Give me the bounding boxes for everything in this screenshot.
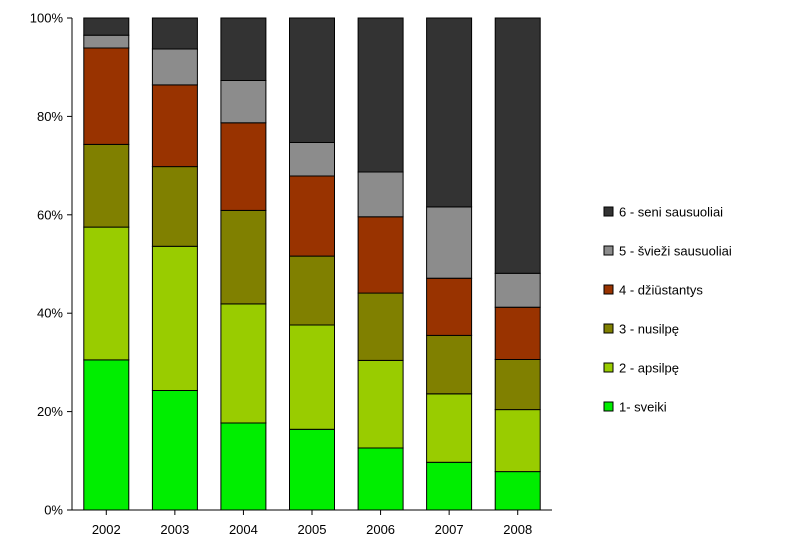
x-tick-label-2002: 2002: [92, 522, 121, 537]
y-tick-label-3: 60%: [37, 207, 63, 222]
bar-segment-2006-s2: [357, 359, 404, 449]
x-tick-label-2007: 2007: [435, 522, 464, 537]
bar-segment-2008-s1: [494, 471, 541, 511]
bar-segment-2006-s6: [357, 17, 404, 173]
legend-swatch-4: [603, 284, 614, 295]
x-tick-label-2005: 2005: [298, 522, 327, 537]
legend-label-3: 3 - nusilpę: [619, 322, 679, 337]
bars-group: [83, 17, 541, 511]
bar-segment-2007-s3: [426, 334, 473, 395]
x-tick-label-2008: 2008: [503, 522, 532, 537]
bar-segment-2008-s4: [494, 306, 541, 360]
bar-segment-2004-s2: [220, 303, 267, 424]
bar-segment-2003-s5: [151, 48, 198, 86]
x-tick-label-2004: 2004: [229, 522, 258, 537]
bar-segment-2008-s3: [494, 358, 541, 411]
bar-segment-2003-s4: [151, 84, 198, 168]
x-tick-label-2003: 2003: [160, 522, 189, 537]
bar-segment-2004-s4: [220, 122, 267, 211]
bar-segment-2003-s3: [151, 166, 198, 247]
bar-segment-2003-s2: [151, 245, 198, 391]
x-tick-label-2006: 2006: [366, 522, 395, 537]
legend-label-1: 1- sveiki: [619, 400, 667, 415]
legend-swatch-1: [603, 401, 614, 412]
bar-segment-2008-s6: [494, 17, 541, 274]
bar-segment-2002-s5: [83, 34, 130, 49]
bar-segment-2002-s2: [83, 226, 130, 361]
bar-segment-2004-s1: [220, 422, 267, 511]
bar-segment-2002-s6: [83, 17, 130, 36]
legend-swatch-6: [603, 206, 614, 217]
bar-segment-2007-s6: [426, 17, 473, 208]
y-tick-label-4: 80%: [37, 109, 63, 124]
y-tick-label-2: 40%: [37, 306, 63, 321]
bar-segment-2005-s3: [289, 255, 335, 326]
legend-swatch-3: [603, 323, 614, 334]
bar-segment-2007-s5: [426, 206, 473, 279]
legend-label-5: 5 - švieži sausuoliai: [619, 244, 732, 259]
legend-swatch-2: [603, 362, 614, 373]
bar-segment-2005-s6: [289, 17, 335, 143]
bar-segment-2003-s6: [151, 17, 198, 50]
bar-segment-2006-s1: [357, 447, 404, 511]
legend-label-4: 4 - džiūstantys: [619, 283, 703, 298]
bar-segment-2006-s5: [357, 171, 404, 218]
bar-segment-2002-s1: [83, 359, 130, 511]
legend-label-2: 2 - apsilpę: [619, 361, 679, 376]
bar-segment-2007-s2: [426, 393, 473, 463]
bar-segment-2005-s5: [289, 142, 335, 177]
bar-segment-2005-s2: [289, 324, 335, 430]
legend: 6 - seni sausuoliai 5 - švieži sausuoliai…: [603, 205, 732, 415]
bar-segment-2007-s4: [426, 277, 473, 336]
y-tick-label-1: 20%: [37, 404, 63, 419]
bar-segment-2008-s5: [494, 272, 541, 308]
bar-segment-2004-s5: [220, 80, 267, 124]
bar-segment-2006-s3: [357, 292, 404, 361]
bar-segment-2004-s6: [220, 17, 267, 81]
legend-swatch-5: [603, 245, 614, 256]
y-tick-label-0: 0%: [44, 503, 63, 518]
bar-segment-2008-s2: [494, 409, 541, 473]
bar-segment-2005-s1: [289, 428, 335, 511]
legend-label-6: 6 - seni sausuoliai: [619, 205, 723, 220]
bar-segment-2002-s3: [83, 143, 130, 228]
bar-segment-2005-s4: [289, 175, 335, 257]
axes-group: 2002 2003 2004 2005 2006 2007 2008 0% 20% 40% 60% 8…: [30, 11, 552, 537]
bar-segment-2006-s4: [357, 216, 404, 294]
bar-segment-2002-s4: [83, 47, 130, 145]
y-tick-label-5: 100%: [30, 11, 64, 26]
bar-segment-2007-s1: [426, 461, 473, 511]
bar-segment-2004-s3: [220, 209, 267, 305]
bar-segment-2003-s1: [151, 389, 198, 511]
